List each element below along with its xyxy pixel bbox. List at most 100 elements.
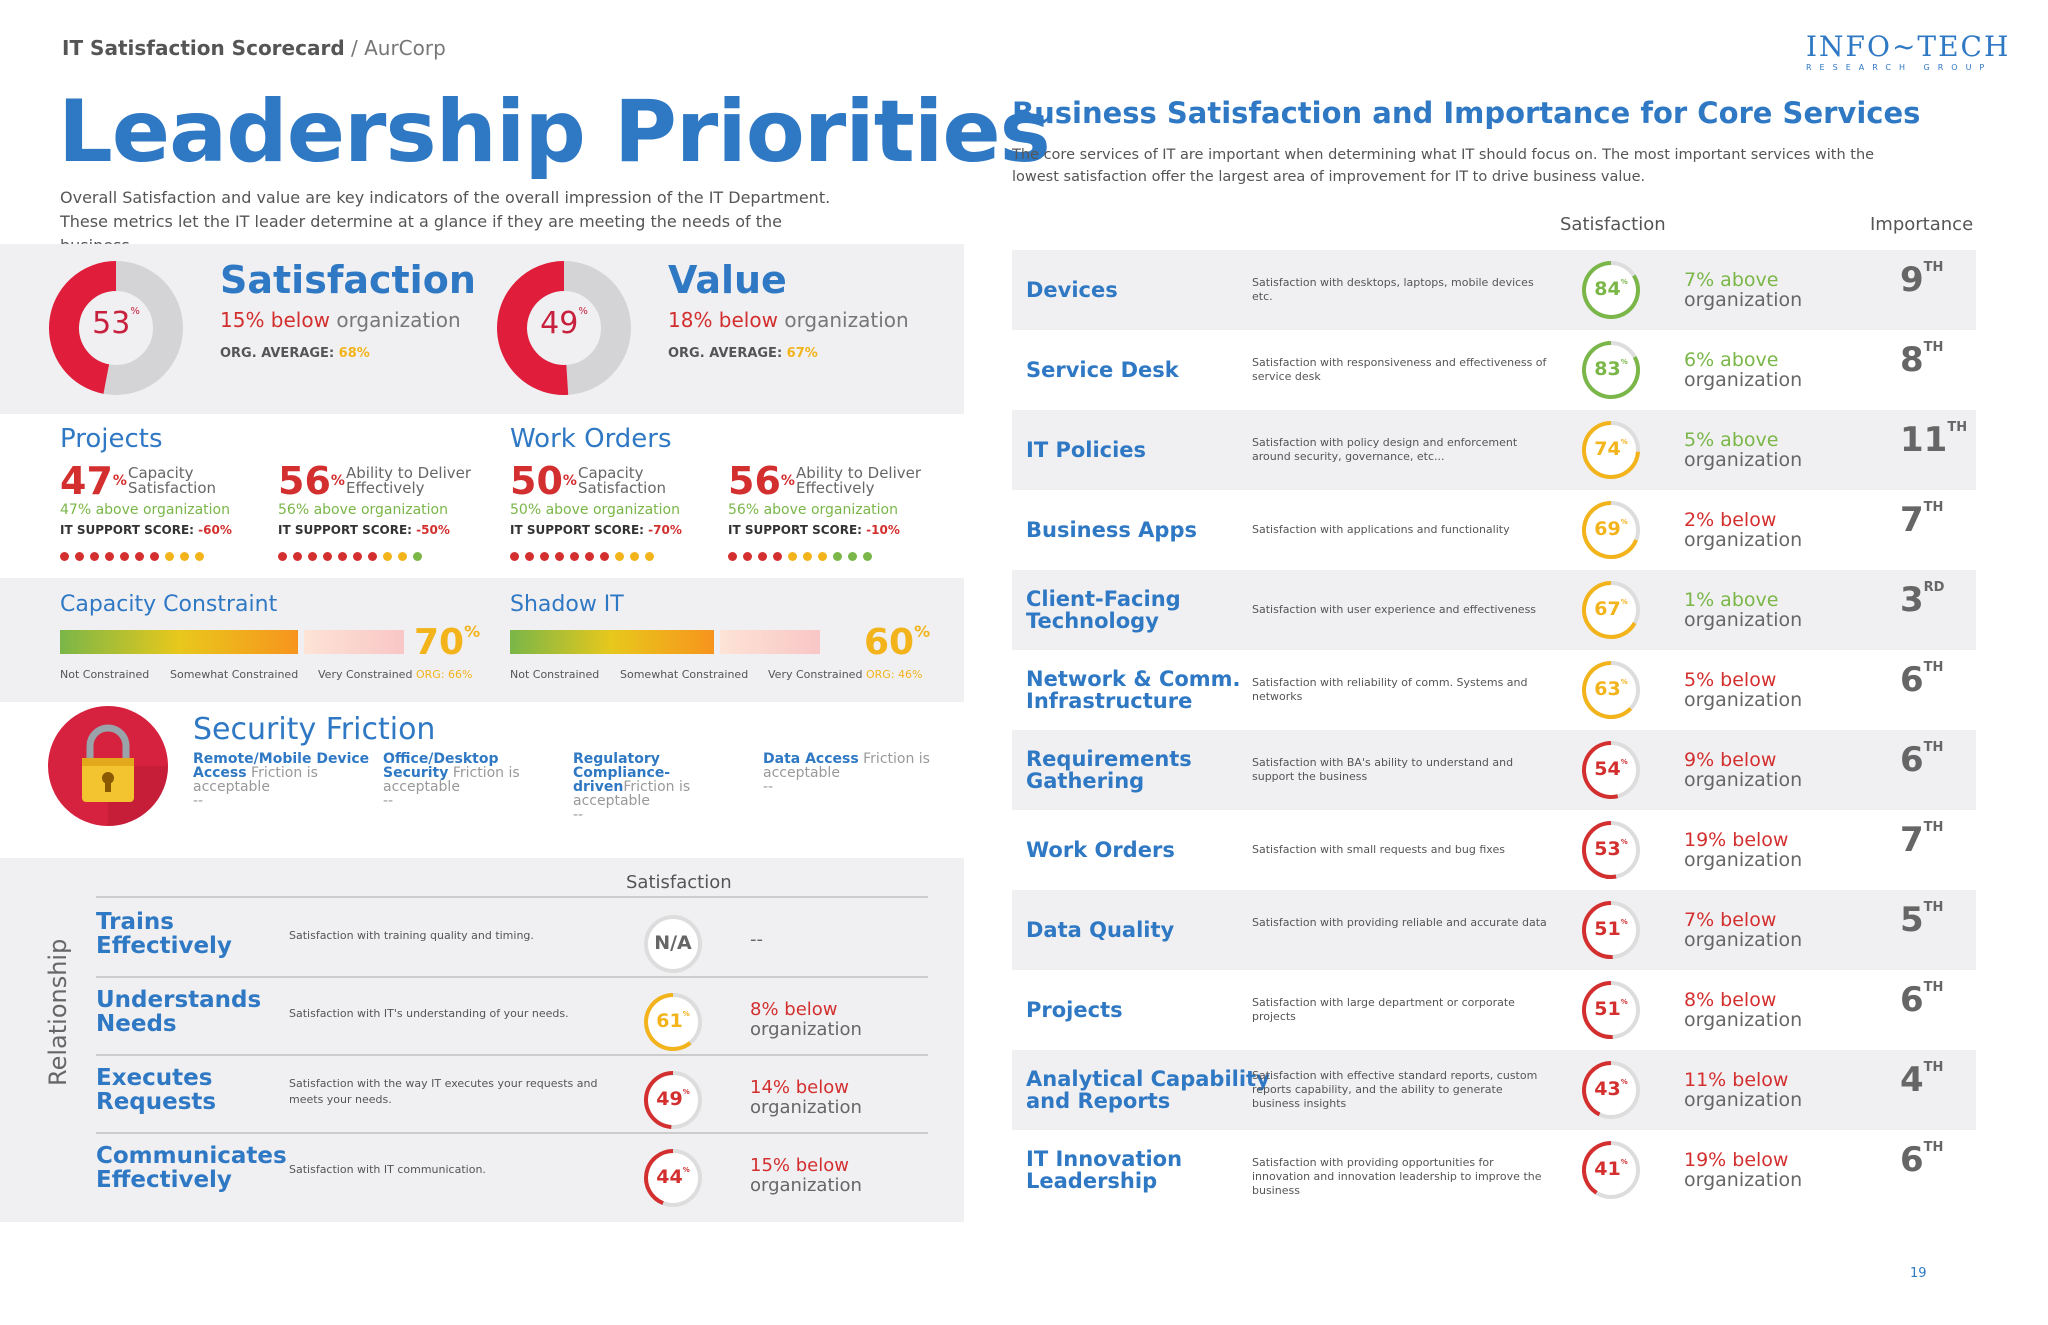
scale-label: Very Constrained: [768, 668, 863, 681]
service-name: Devices: [1026, 278, 1118, 302]
scale-label: Somewhat Constrained: [620, 668, 749, 681]
score-dot: [105, 552, 114, 561]
score-dot: [323, 552, 332, 561]
gauge-value: 51%: [1594, 918, 1628, 940]
service-description: Satisfaction with small requests and bug…: [1252, 843, 1505, 856]
security-item: Remote/Mobile Device Access Friction is a…: [193, 751, 370, 809]
score-dot: [120, 552, 129, 561]
satisfaction-gauge: 74%: [1580, 419, 1642, 481]
gauge-value: N/A: [654, 932, 692, 954]
org-constraint: ORG: 46%: [866, 668, 923, 681]
service-name: Projects: [1026, 998, 1123, 1022]
gauge-value: 63%: [1594, 678, 1628, 700]
lock-icon: [48, 706, 168, 826]
gauge-arc: [1582, 661, 1633, 719]
relationship-description: Satisfaction with IT's understanding of …: [289, 1007, 569, 1020]
metric-comparison: 56% above organization: [278, 502, 448, 518]
service-name: Business Apps: [1026, 518, 1197, 542]
gauge-arc: [644, 1149, 674, 1205]
metric-label: Satisfaction: [578, 479, 667, 497]
service-row: Analytical Capability and Reports Satisfac…: [1012, 1050, 1976, 1130]
service-description: Satisfaction with providing opportunitie…: [1252, 1156, 1542, 1197]
security-item: Data Access Friction is acceptable --: [763, 751, 930, 795]
relationship-description: Satisfaction with training quality and t…: [289, 929, 534, 942]
gauge-arc: [1582, 981, 1613, 1039]
metric-label: Effectively: [796, 479, 875, 497]
gauge-value: 69%: [1594, 518, 1628, 540]
score-dot: [368, 552, 377, 561]
score-dot: [195, 552, 204, 561]
gauge-arc: [1582, 821, 1617, 879]
service-comparison: 8% below organization: [1684, 989, 1803, 1031]
gauge-value: 54%: [1594, 758, 1628, 780]
score-dot: [165, 552, 174, 561]
score-dot: [773, 552, 782, 561]
gauge-value: 43%: [1594, 1078, 1628, 1100]
gauge-arc: [644, 993, 692, 1051]
service-name: Service Desk: [1026, 358, 1179, 382]
service-row: Business Apps Satisfaction with applicati…: [1012, 490, 1976, 570]
divider: [96, 976, 928, 978]
score-dot: [848, 552, 857, 561]
importance-rank: 6TH: [1900, 660, 1944, 700]
relationship-comparison: --: [750, 929, 763, 950]
score-dot: [338, 552, 347, 561]
service-name: Work Orders: [1026, 838, 1175, 862]
gauge-arc: [644, 1071, 674, 1129]
score-dot: [863, 552, 872, 561]
service-comparison: 7% below organization: [1684, 909, 1803, 951]
donut-value: 49%: [496, 260, 632, 396]
gauge-value: 44%: [656, 1166, 690, 1188]
score-dot: [818, 552, 827, 561]
constraint-bar-remaining: [720, 630, 820, 654]
satisfaction-gauge: N/A: [642, 913, 704, 975]
service-row: Devices Satisfaction with desktops, lapto…: [1012, 250, 1976, 330]
metric-percent: 56%: [728, 459, 795, 503]
relationship-satisfaction-header: Satisfaction: [626, 872, 732, 893]
service-description: Satisfaction with reliability of comm. S…: [1252, 676, 1528, 703]
score-dot: [278, 552, 287, 561]
gauge-value: 84%: [1594, 278, 1628, 300]
score-dot: [743, 552, 752, 561]
gauge-value: 51%: [1594, 998, 1628, 1020]
relationship-comparison: 14% below organization: [750, 1077, 862, 1118]
score-dot: [75, 552, 84, 561]
gauge-value: 49%: [656, 1088, 690, 1110]
score-dot: [728, 552, 737, 561]
metric-label: Ability to Deliver: [796, 464, 922, 482]
org-average: ORG. AVERAGE: 68%: [220, 346, 370, 361]
kpi-comparison: 15% below organization: [220, 308, 461, 332]
satisfaction-gauge: 51%: [1580, 899, 1642, 961]
satisfaction-gauge: 69%: [1580, 499, 1642, 561]
satisfaction-gauge: 61%: [642, 991, 704, 1053]
service-comparison: 6% above organization: [1684, 349, 1803, 391]
security-item: Office/Desktop Security Friction is accep…: [383, 751, 520, 809]
core-services-intro: The core services of IT are important wh…: [1012, 147, 1875, 185]
it-support-score: IT SUPPORT SCORE: -10%: [728, 523, 900, 537]
constraint-bar-filled: [510, 630, 714, 654]
it-support-score: IT SUPPORT SCORE: -50%: [278, 523, 450, 537]
service-description: Satisfaction with applications and funct…: [1252, 523, 1510, 536]
satisfaction-gauge: 54%: [1580, 739, 1642, 801]
relationship-name: Trains Effectively: [96, 909, 232, 959]
scale-label: Very Constrained: [318, 668, 413, 681]
constraint-percent: 70%: [414, 622, 481, 663]
score-dot: [555, 552, 564, 561]
metric-comparison: 47% above organization: [60, 502, 230, 518]
score-dot: [758, 552, 767, 561]
score-dot: [803, 552, 812, 561]
score-dot: [60, 552, 69, 561]
divider: [96, 896, 928, 898]
score-dot: [585, 552, 594, 561]
score-dot: [540, 552, 549, 561]
metric-percent: 50%: [510, 459, 577, 503]
relationship-description: Satisfaction with IT communication.: [289, 1163, 486, 1176]
service-description: Satisfaction with responsiveness and eff…: [1252, 356, 1547, 383]
score-dots: [728, 552, 872, 561]
score-dot: [510, 552, 519, 561]
importance-rank: 6TH: [1900, 1140, 1944, 1180]
metric-label: Capacity: [578, 464, 644, 482]
importance-column-header: Importance: [1870, 214, 1974, 235]
it-support-score: IT SUPPORT SCORE: -60%: [60, 523, 232, 537]
importance-rank: 6TH: [1900, 980, 1944, 1020]
